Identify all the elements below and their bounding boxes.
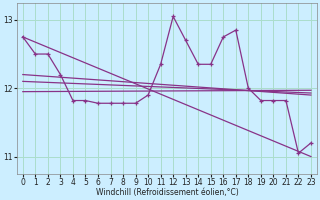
X-axis label: Windchill (Refroidissement éolien,°C): Windchill (Refroidissement éolien,°C): [96, 188, 238, 197]
